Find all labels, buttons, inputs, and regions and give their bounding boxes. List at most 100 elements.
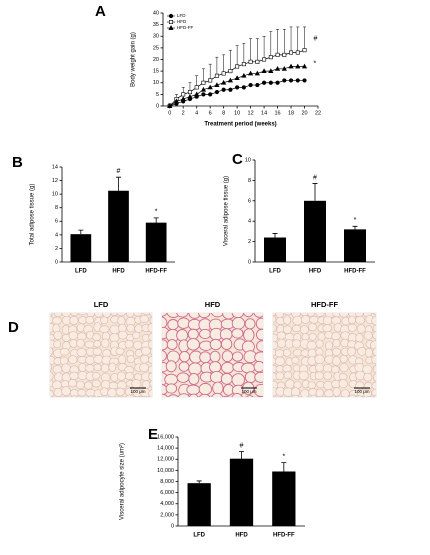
bar (70, 234, 92, 262)
scale-label: 100 μm (130, 389, 145, 394)
annotation: # (117, 168, 121, 175)
error-bar (78, 229, 84, 235)
cell (274, 349, 285, 358)
marker (295, 50, 300, 55)
error-bar (281, 462, 287, 472)
cells (273, 313, 376, 397)
cell (347, 323, 357, 332)
cell (273, 333, 279, 343)
x-tick-label: HFD-FF (273, 533, 295, 539)
marker (275, 80, 280, 85)
marker (301, 63, 308, 69)
x-tick-label: HFD-FF (145, 269, 167, 275)
y-tick-label: 30 (153, 34, 159, 40)
x-tick-label: 0 (168, 110, 171, 116)
annotation: * (354, 217, 357, 224)
marker (200, 86, 207, 92)
cell (324, 389, 334, 397)
cell (142, 313, 151, 316)
x-tick-label: HFD (235, 533, 248, 539)
x-tick-label: 14 (261, 110, 267, 116)
cell (371, 316, 376, 326)
marker (274, 65, 281, 71)
cell (149, 379, 152, 388)
cell (148, 339, 152, 350)
panel-label: B (12, 154, 23, 171)
cell (282, 348, 292, 357)
cell (275, 365, 284, 373)
marker (275, 52, 280, 57)
annotation: # (240, 442, 244, 449)
cell (53, 340, 62, 349)
cell (167, 394, 179, 397)
y-tick-label: 8 (55, 205, 58, 211)
cell (91, 372, 101, 380)
cell (315, 339, 324, 348)
annotation: # (313, 174, 317, 181)
cell (76, 338, 85, 348)
bar (264, 237, 286, 262)
cell (291, 356, 300, 364)
cell (110, 313, 119, 317)
cell (188, 393, 199, 397)
y-tick-label: 25 (153, 45, 159, 51)
cell (62, 395, 70, 397)
cell (84, 340, 95, 349)
cell (277, 338, 287, 349)
error-bar (262, 36, 266, 60)
cell (348, 315, 356, 325)
cell (126, 355, 135, 364)
cell (116, 371, 126, 381)
x-tick-label: 10 (234, 110, 240, 116)
cell (177, 317, 191, 329)
error-bar (303, 26, 307, 51)
y-tick-label: 4 (55, 232, 58, 238)
marker (288, 63, 294, 69)
cell (338, 373, 348, 381)
cell (162, 393, 168, 397)
cell (176, 313, 189, 318)
marker (207, 84, 213, 90)
marker (248, 59, 253, 64)
histology-image (49, 312, 153, 398)
x-tick-label: 12 (248, 110, 254, 116)
cell (69, 371, 79, 380)
cell (69, 316, 79, 326)
cell (108, 362, 117, 372)
error-bar (255, 38, 259, 62)
y-tick-label: 0 (156, 103, 159, 109)
y-tick-label: 2 (55, 246, 58, 252)
cell (282, 364, 292, 373)
image-title: HFD-FF (311, 300, 338, 309)
cell (372, 395, 376, 397)
cell (308, 332, 317, 341)
cell (274, 356, 286, 366)
cell (147, 323, 152, 333)
scale-label: 100 μm (354, 389, 369, 394)
cell (118, 330, 128, 340)
y-tick-label: 10 (52, 192, 58, 198)
cell (323, 371, 332, 381)
error-bar (296, 26, 300, 53)
x-tick-label: 20 (301, 110, 307, 116)
cell (167, 319, 179, 331)
cell (179, 350, 190, 363)
cell (209, 350, 221, 363)
cell (292, 324, 302, 333)
marker (221, 87, 226, 92)
cell (139, 362, 149, 373)
cell (231, 328, 244, 339)
cell (61, 313, 71, 318)
cell (340, 396, 346, 397)
marker (302, 78, 307, 83)
cell (199, 328, 212, 340)
cell (372, 347, 376, 357)
histology-image (272, 312, 377, 398)
cell (300, 389, 310, 397)
cell (273, 315, 277, 324)
cell (355, 315, 365, 325)
y-tick-label: 40 (153, 10, 159, 16)
cell (125, 372, 135, 381)
cell (93, 340, 102, 348)
